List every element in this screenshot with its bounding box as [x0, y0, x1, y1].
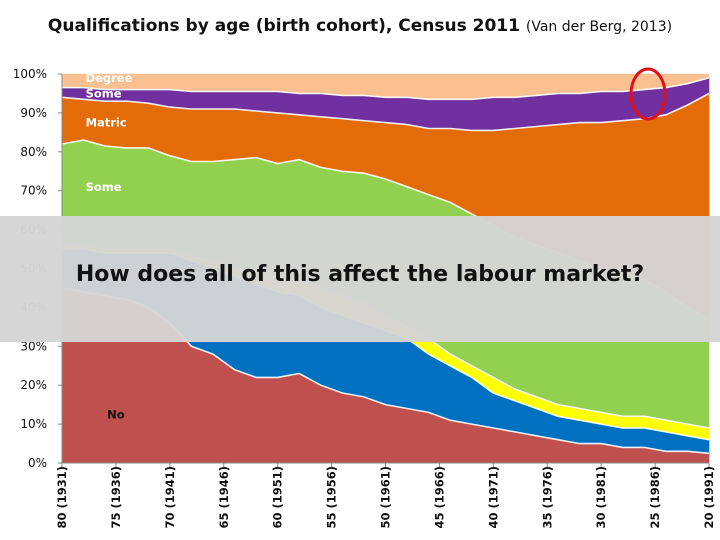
- highlight-ellipse: [629, 67, 667, 121]
- y-tick-label: 10%: [20, 417, 47, 431]
- y-tick-label: 0%: [28, 456, 47, 470]
- x-tick-label: 35 (1976): [540, 466, 554, 529]
- y-tick-label: 90%: [20, 106, 47, 120]
- series-label: Matric: [86, 116, 127, 130]
- x-tick-label: 70 (1941): [163, 466, 177, 529]
- band-boundary-6: [62, 77, 710, 101]
- x-tick-label: 30 (1981): [594, 466, 608, 529]
- question-banner: [0, 216, 720, 342]
- x-tick-label: 75 (1936): [109, 466, 123, 529]
- x-tick-label: 20 (1991): [702, 466, 716, 529]
- banner-question-text: How does all of this affect the labour m…: [75, 262, 645, 287]
- x-tick-label: 65 (1946): [217, 466, 231, 529]
- y-tick-label: 70%: [20, 184, 47, 198]
- x-tick-label: 45 (1966): [432, 466, 446, 529]
- series-label: No: [107, 407, 125, 421]
- x-tick-label: 50 (1961): [379, 466, 393, 529]
- y-tick-label: 100%: [13, 67, 47, 81]
- chart-title-main: Qualifications by age (birth cohort), Ce…: [47, 16, 520, 36]
- chart-subtitle: (Van der Berg, 2013): [525, 19, 673, 35]
- band-boundary-5: [61, 92, 710, 132]
- series-label: Some: [86, 86, 122, 100]
- x-tick-label: 40 (1971): [486, 466, 500, 529]
- series-label: Some: [86, 180, 122, 194]
- y-tick-label: 20%: [20, 378, 47, 392]
- y-tick-label: 30%: [20, 339, 47, 353]
- x-tick-label: 25 (1986): [648, 466, 662, 529]
- y-tick-label: 80%: [20, 145, 47, 159]
- x-tick-label: 60 (1951): [271, 466, 285, 529]
- x-tick-label: 80 (1931): [55, 466, 69, 529]
- series-label: Degree: [86, 71, 133, 85]
- chart-title: Qualifications by age (birth cohort), Ce…: [0, 16, 720, 36]
- x-tick-label: 55 (1956): [325, 466, 339, 529]
